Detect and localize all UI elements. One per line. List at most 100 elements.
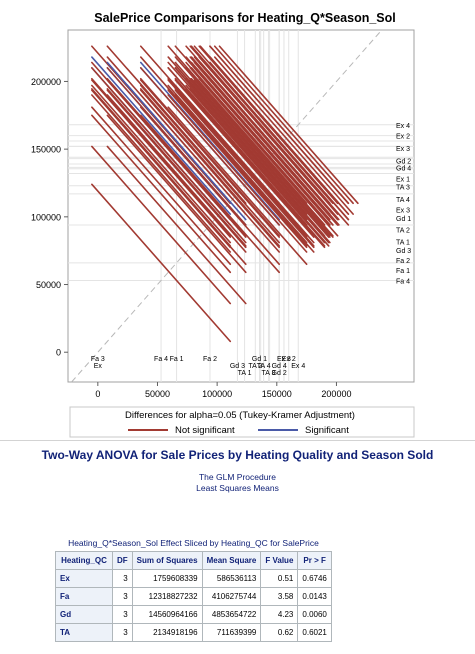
- f-value-cell: 4.23: [260, 605, 299, 624]
- procedure-subtitle: Least Squares Means: [196, 483, 279, 493]
- mean-label-y: Fa 2: [396, 258, 410, 265]
- not-significant-segment: [218, 45, 359, 205]
- row-label: TA: [55, 623, 113, 642]
- p-value-cell: 0.0060: [297, 605, 332, 624]
- y-tick-label: 200000: [31, 77, 61, 87]
- x-tick-label: 150000: [262, 389, 292, 399]
- not-significant-segment: [185, 88, 326, 247]
- section-divider: [0, 440, 475, 441]
- p-value-cell: 0.6021: [297, 623, 332, 642]
- section-title: Two-Way ANOVA for Sale Prices by Heating…: [41, 448, 434, 462]
- x-tick-label: 100000: [202, 389, 232, 399]
- x-tick-label: 50000: [145, 389, 170, 399]
- not-significant-segment: [139, 88, 280, 247]
- mean-label-x: Fa 2: [203, 356, 217, 363]
- not-significant-segment: [139, 77, 280, 237]
- mean-label-y: TA 3: [396, 185, 410, 192]
- not-significant-segment: [106, 89, 247, 249]
- not-significant-segment: [209, 45, 350, 205]
- legend-label-significant: Significant: [305, 425, 349, 436]
- not-significant-segment: [91, 79, 232, 238]
- not-significant-segment: [106, 45, 247, 205]
- legend-box: [69, 406, 415, 438]
- not-significant-segment: [193, 79, 334, 238]
- not-significant-segment: [106, 94, 247, 253]
- not-significant-segment: [185, 84, 326, 244]
- not-significant-segment: [174, 79, 315, 238]
- header-mean-square: Mean Square: [201, 551, 262, 570]
- mean-label-y: Gd 1: [396, 216, 411, 223]
- sum-of-squares-cell: 14560964166: [131, 605, 203, 624]
- not-significant-segment: [91, 145, 232, 305]
- legend-label-not-significant: Not significant: [175, 425, 235, 436]
- p-value-cell: 0.6746: [297, 569, 332, 588]
- header-f-value: F Value: [260, 551, 299, 570]
- not-significant-segment: [167, 106, 308, 266]
- not-significant-segment: [174, 88, 315, 247]
- mean-label-x: Gd 1: [252, 356, 267, 363]
- not-significant-segment: [91, 114, 232, 274]
- y-tick-label: 0: [56, 348, 61, 358]
- p-value-cell: 0.0143: [297, 587, 332, 606]
- mean-label-y: Ex 1: [396, 176, 410, 183]
- not-significant-segment: [213, 56, 354, 215]
- not-significant-segment: [167, 88, 308, 247]
- significant-segment: [91, 56, 232, 215]
- table-caption: Heating_Q*Season_Sol Effect Sliced by He…: [68, 538, 319, 548]
- not-significant-segment: [193, 67, 334, 226]
- mean-label-x: TA 3: [261, 370, 275, 377]
- mean-labels: Ex 4 Ex 2 Ex 3 Gd 2Gd 4 Ex 1 TA 3 TA 4 Ex 3 Gd 1…: [396, 123, 411, 286]
- not-significant-segment: [91, 77, 232, 237]
- not-significant-segment: [91, 45, 232, 205]
- not-significant-segment: [198, 77, 339, 237]
- not-significant-segment: [167, 94, 308, 253]
- table-row: Gd 3 14560964166 4853654722 4.23 0.0060: [55, 605, 332, 624]
- not-significant-segment: [174, 94, 315, 253]
- not-significant-segment: [139, 84, 280, 244]
- table-row: Ex 3 1759608339 586536113 0.51 0.6746: [55, 569, 332, 588]
- mean-label-y: Ex 3: [396, 207, 410, 214]
- x-tick-label: 200000: [321, 389, 351, 399]
- sum-of-squares-cell: 12318827232: [131, 587, 203, 606]
- header-heating-qc: Heating_QC: [55, 551, 113, 570]
- x-axis: 0 50000 100000 150000 200000: [95, 382, 351, 399]
- mean-label-x: Fa 4: [154, 356, 168, 363]
- not-significant-segment: [213, 45, 354, 205]
- not-significant-segment: [198, 56, 339, 215]
- row-label: Fa: [55, 587, 113, 606]
- x-tick-label: 0: [95, 389, 100, 399]
- not-significant-segment: [91, 183, 232, 343]
- mean-label-x: Ex 2: [282, 356, 296, 363]
- header-sum-of-squares: Sum of Squares: [131, 551, 203, 570]
- chart-title: SalePrice Comparisons for Heating_Q*Seas…: [94, 11, 396, 25]
- not-significant-segment: [106, 67, 247, 226]
- anova-slice-table: Heating_Q*Season_Sol Effect Sliced by He…: [55, 536, 332, 642]
- y-tick-label: 100000: [31, 212, 61, 222]
- sum-of-squares-cell: 2134918196: [131, 623, 203, 642]
- not-significant-segment: [190, 84, 331, 244]
- mean-label-x: TA 4: [257, 363, 271, 370]
- f-value-cell: 0.62: [260, 623, 299, 642]
- mean-square-cell: 711639399: [201, 623, 262, 642]
- not-significant-segment: [189, 79, 330, 238]
- not-significant-segment: [198, 61, 339, 221]
- not-significant-segment: [185, 67, 326, 226]
- table-row: TA 3 2134918196 711639399 0.62 0.6021: [55, 623, 332, 642]
- mean-label-x: Gd 3: [230, 363, 245, 370]
- not-significant-segment: [167, 89, 308, 249]
- not-significant-segment: [91, 106, 232, 266]
- mean-square-cell: 586536113: [201, 569, 262, 588]
- not-significant-segment: [199, 61, 340, 221]
- f-value-cell: 3.58: [260, 587, 299, 606]
- not-significant-segment: [139, 114, 280, 274]
- row-label: Ex: [55, 569, 113, 588]
- mean-label-x: Gd 2: [272, 370, 287, 377]
- not-significant-segment: [106, 84, 247, 244]
- mean-label-y: Fa 1: [396, 268, 410, 275]
- not-significant-segment: [167, 45, 308, 205]
- significant-segment: [106, 61, 247, 221]
- df-cell: 3: [112, 605, 133, 624]
- not-significant-segment: [209, 56, 350, 215]
- procedure-name: The GLM Procedure: [198, 472, 276, 482]
- mean-square-cell: 4106275744: [201, 587, 262, 606]
